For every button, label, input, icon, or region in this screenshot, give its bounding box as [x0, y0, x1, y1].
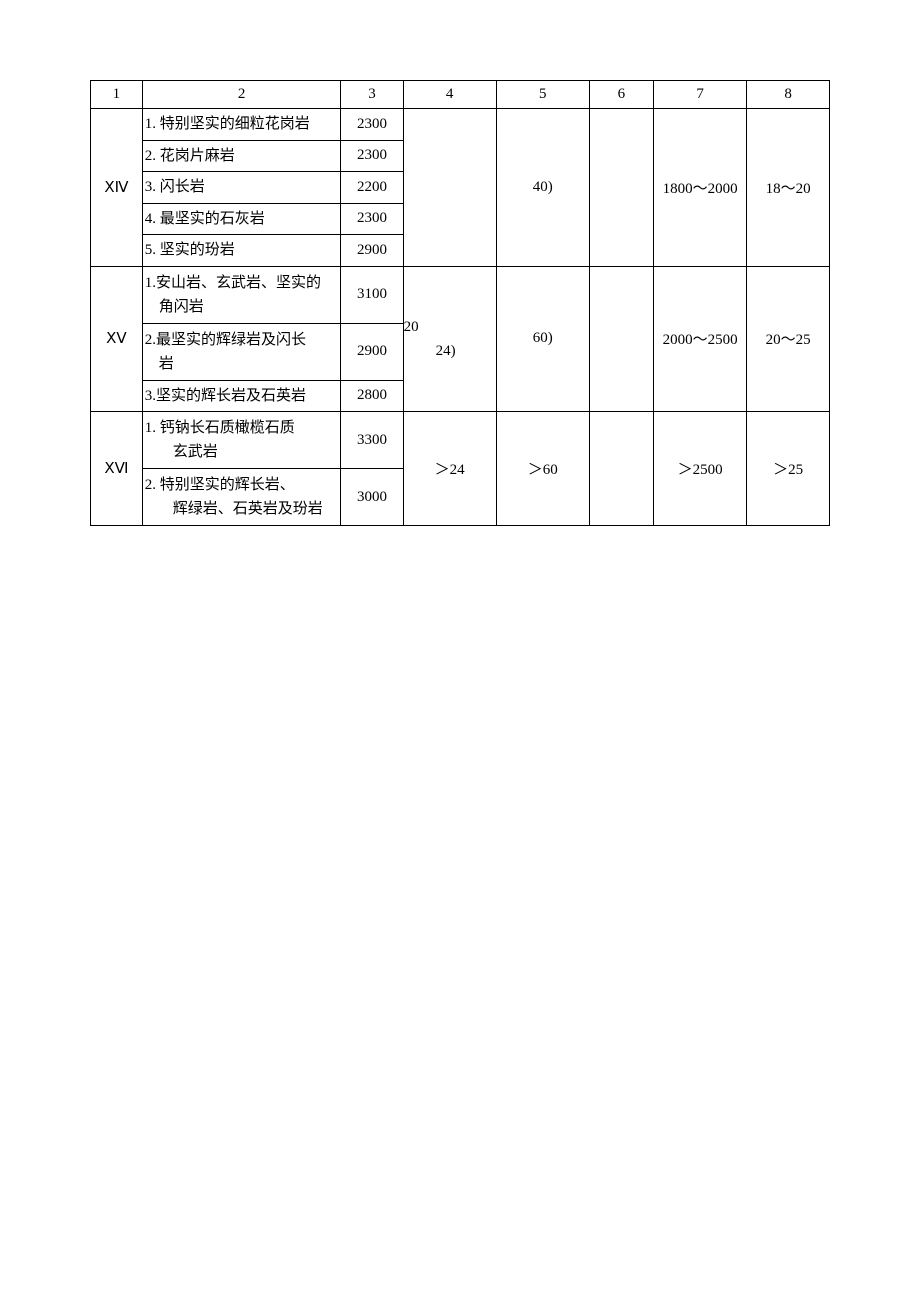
value-c3: 3100 [341, 266, 403, 323]
rock-desc: 2.最坚实的辉绿岩及闪长 岩 [142, 323, 341, 380]
value-c3: 2900 [341, 323, 403, 380]
value-c5: ＞60 [496, 412, 589, 526]
value-c3: 2300 [341, 203, 403, 235]
rock-desc: 4. 最坚实的石灰岩 [142, 203, 341, 235]
value-c4: 20 24) [403, 266, 496, 412]
group-label: ⅩⅥ [91, 412, 143, 526]
header-c1: 1 [91, 81, 143, 109]
header-c2: 2 [142, 81, 341, 109]
rock-desc: 1.安山岩、玄武岩、坚实的 角闪岩 [142, 266, 341, 323]
value-c5: 60) [496, 266, 589, 412]
header-c7: 7 [654, 81, 747, 109]
rock-classification-table: 1 2 3 4 5 6 7 8 ⅩⅣ 1. 特别坚实的细粒花岗岩 2300 40… [90, 80, 830, 526]
value-c6 [589, 109, 653, 267]
value-c8: ＞25 [747, 412, 830, 526]
rock-desc: 2. 特别坚实的辉长岩、 辉绿岩、石英岩及玢岩 [142, 469, 341, 526]
value-c8: 20～25 [747, 266, 830, 412]
value-c8: 18～20 [747, 109, 830, 267]
header-c4: 4 [403, 81, 496, 109]
table-row: ⅩⅤ 1.安山岩、玄武岩、坚实的 角闪岩 3100 20 24) 60) 200… [91, 266, 830, 323]
rock-desc: 2. 花岗片麻岩 [142, 140, 341, 172]
value-c3: 2300 [341, 109, 403, 141]
value-c3: 3300 [341, 412, 403, 469]
value-c3: 2300 [341, 140, 403, 172]
value-c4: ＞24 [403, 412, 496, 526]
table-header-row: 1 2 3 4 5 6 7 8 [91, 81, 830, 109]
value-c5: 40) [496, 109, 589, 267]
table-row: ⅩⅣ 1. 特别坚实的细粒花岗岩 2300 40) 1800～2000 18～2… [91, 109, 830, 141]
header-c3: 3 [341, 81, 403, 109]
value-c3: 3000 [341, 469, 403, 526]
value-c6 [589, 412, 653, 526]
rock-desc: 5. 坚实的玢岩 [142, 235, 341, 267]
value-c6 [589, 266, 653, 412]
rock-desc: 3.坚实的辉长岩及石英岩 [142, 380, 341, 412]
rock-desc: 3. 闪长岩 [142, 172, 341, 204]
value-c3: 2900 [341, 235, 403, 267]
value-c3: 2200 [341, 172, 403, 204]
header-c8: 8 [747, 81, 830, 109]
header-c6: 6 [589, 81, 653, 109]
value-c7: 1800～2000 [654, 109, 747, 267]
table-row: ⅩⅥ 1. 钙钠长石质橄榄石质 玄武岩 3300 ＞24 ＞60 ＞2500 ＞… [91, 412, 830, 469]
value-c7: ＞2500 [654, 412, 747, 526]
rock-desc: 1. 特别坚实的细粒花岗岩 [142, 109, 341, 141]
value-c3: 2800 [341, 380, 403, 412]
value-c4 [403, 109, 496, 267]
group-label: ⅩⅣ [91, 109, 143, 267]
rock-desc: 1. 钙钠长石质橄榄石质 玄武岩 [142, 412, 341, 469]
header-c5: 5 [496, 81, 589, 109]
value-c7: 2000～2500 [654, 266, 747, 412]
group-label: ⅩⅤ [91, 266, 143, 412]
